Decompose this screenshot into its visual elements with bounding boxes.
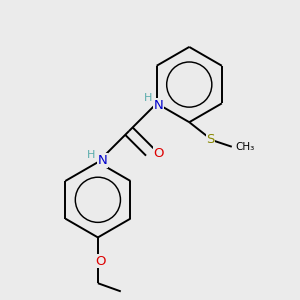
- Text: O: O: [154, 147, 164, 160]
- Text: N: N: [97, 154, 107, 167]
- Text: H: H: [144, 94, 153, 103]
- Text: S: S: [206, 133, 215, 146]
- Text: CH₃: CH₃: [235, 142, 254, 152]
- Text: H: H: [87, 150, 95, 160]
- Text: O: O: [95, 255, 106, 268]
- Text: N: N: [153, 98, 163, 112]
